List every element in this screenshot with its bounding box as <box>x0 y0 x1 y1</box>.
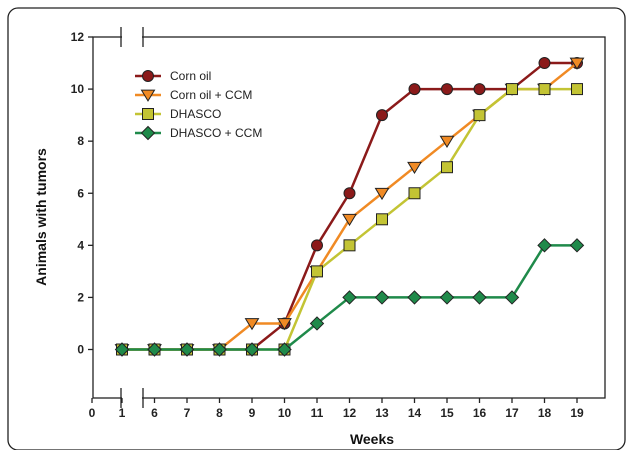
series-line-corn-oil <box>122 61 577 351</box>
y-axis-title: Animals with tumors <box>33 148 49 286</box>
data-point-dhasco <box>571 83 583 96</box>
data-point-dhasco-ccm <box>244 342 260 357</box>
series-corn-oil <box>116 57 583 356</box>
data-point-dhasco <box>441 161 453 174</box>
legend-item-corn-oil: Corn oil <box>135 69 211 83</box>
data-point-dhasco-ccm <box>504 290 520 305</box>
x-tick-label: 7 <box>184 406 191 420</box>
x-tick-label: 14 <box>408 406 422 420</box>
x-tick-label: 8 <box>216 406 223 420</box>
data-point-corn-oil <box>311 239 323 252</box>
legend-marker <box>140 89 156 102</box>
x-tick-label: 15 <box>440 406 454 420</box>
data-point-dhasco-ccm <box>147 342 162 357</box>
data-point-corn-oil <box>441 83 453 96</box>
legend-label: DHASCO <box>170 107 221 121</box>
y-tick-label: 4 <box>77 238 84 252</box>
y-axis-ticks: 0 2 4 6 8 10 12 <box>71 30 93 357</box>
series-line-corn-oil-ccm <box>122 62 578 351</box>
legend-label: DHASCO + CCM <box>170 126 262 140</box>
series-dhasco-ccm <box>114 238 585 357</box>
series-layer <box>114 57 585 357</box>
x-tick-label: 13 <box>375 406 389 420</box>
data-point-corn-oil-ccm <box>342 213 357 227</box>
series-corn-oil-ccm <box>114 57 585 357</box>
data-point-corn-oil <box>376 109 388 122</box>
x-tick-label: 9 <box>249 406 256 420</box>
data-point-dhasco-ccm <box>537 238 552 253</box>
x-tick-label: 18 <box>538 406 552 420</box>
x-tick-label: 6 <box>151 406 158 420</box>
axis-break-gap <box>122 35 142 39</box>
y-tick-label: 8 <box>77 134 84 148</box>
data-point-corn-oil-ccm <box>439 135 455 148</box>
x-tick-label: 10 <box>278 406 292 420</box>
data-point-corn-oil <box>473 83 486 96</box>
data-point-dhasco-ccm <box>212 342 227 357</box>
legend-item-dhasco-ccm: DHASCO + CCM <box>135 125 262 141</box>
legend-marker <box>140 125 156 141</box>
data-point-dhasco <box>473 109 486 122</box>
data-point-dhasco <box>343 239 356 252</box>
legend-label: Corn oil + CCM <box>170 88 252 102</box>
data-point-dhasco-ccm <box>472 290 487 305</box>
chart-frame <box>7 7 626 450</box>
data-point-corn-oil <box>538 57 551 70</box>
data-point-dhasco-ccm <box>277 342 292 357</box>
legend-marker <box>142 70 154 82</box>
x-tick-label: 1 <box>119 406 126 420</box>
data-point-corn-oil-ccm <box>407 161 422 175</box>
x-tick-label: 19 <box>570 406 584 420</box>
x-axis-ticks: 0 1 6 7 8 9 10 11 12 13 14 15 16 17 18 19 <box>89 398 584 420</box>
x-tick-label: 17 <box>505 406 519 420</box>
data-point-dhasco-ccm <box>407 290 422 305</box>
data-point-dhasco <box>408 187 421 200</box>
y-tick-label: 12 <box>71 30 85 44</box>
y-tick-label: 2 <box>77 290 84 304</box>
data-point-dhasco-ccm <box>114 342 130 357</box>
data-point-dhasco <box>311 265 323 278</box>
axis-break-marks <box>120 27 144 408</box>
data-point-corn-oil-ccm <box>277 318 292 331</box>
x-tick-label: 16 <box>473 406 487 420</box>
data-point-dhasco-ccm <box>374 290 390 305</box>
legend: Corn oil Corn oil + CCM DHASCO DHASCO + CCM <box>135 69 262 141</box>
x-tick-label: 11 <box>311 406 324 420</box>
axis-break-gap <box>122 396 142 400</box>
y-tick-label: 10 <box>71 82 85 96</box>
data-point-dhasco-ccm <box>569 238 585 253</box>
data-point-dhasco-ccm <box>342 290 357 305</box>
x-tick-label: 0 <box>89 406 96 420</box>
legend-item-corn-oil-ccm: Corn oil + CCM <box>135 88 252 102</box>
legend-marker <box>142 108 154 120</box>
legend-item-dhasco: DHASCO <box>135 107 221 121</box>
data-point-dhasco-ccm <box>439 290 455 305</box>
data-point-dhasco <box>506 83 518 96</box>
legend-label: Corn oil <box>170 69 211 83</box>
x-axis-title: Weeks <box>350 431 394 447</box>
data-point-dhasco-ccm <box>309 316 325 331</box>
data-point-dhasco <box>538 83 551 96</box>
data-point-corn-oil-ccm <box>569 57 585 70</box>
data-point-corn-oil-ccm <box>374 187 390 201</box>
y-tick-label: 0 <box>77 343 84 357</box>
data-point-dhasco <box>376 213 388 226</box>
x-tick-label: 12 <box>343 406 357 420</box>
y-tick-label: 6 <box>77 186 84 200</box>
data-point-corn-oil <box>343 187 356 200</box>
data-point-corn-oil <box>408 83 421 96</box>
data-point-dhasco-ccm <box>179 342 195 357</box>
data-point-corn-oil-ccm <box>244 318 260 331</box>
